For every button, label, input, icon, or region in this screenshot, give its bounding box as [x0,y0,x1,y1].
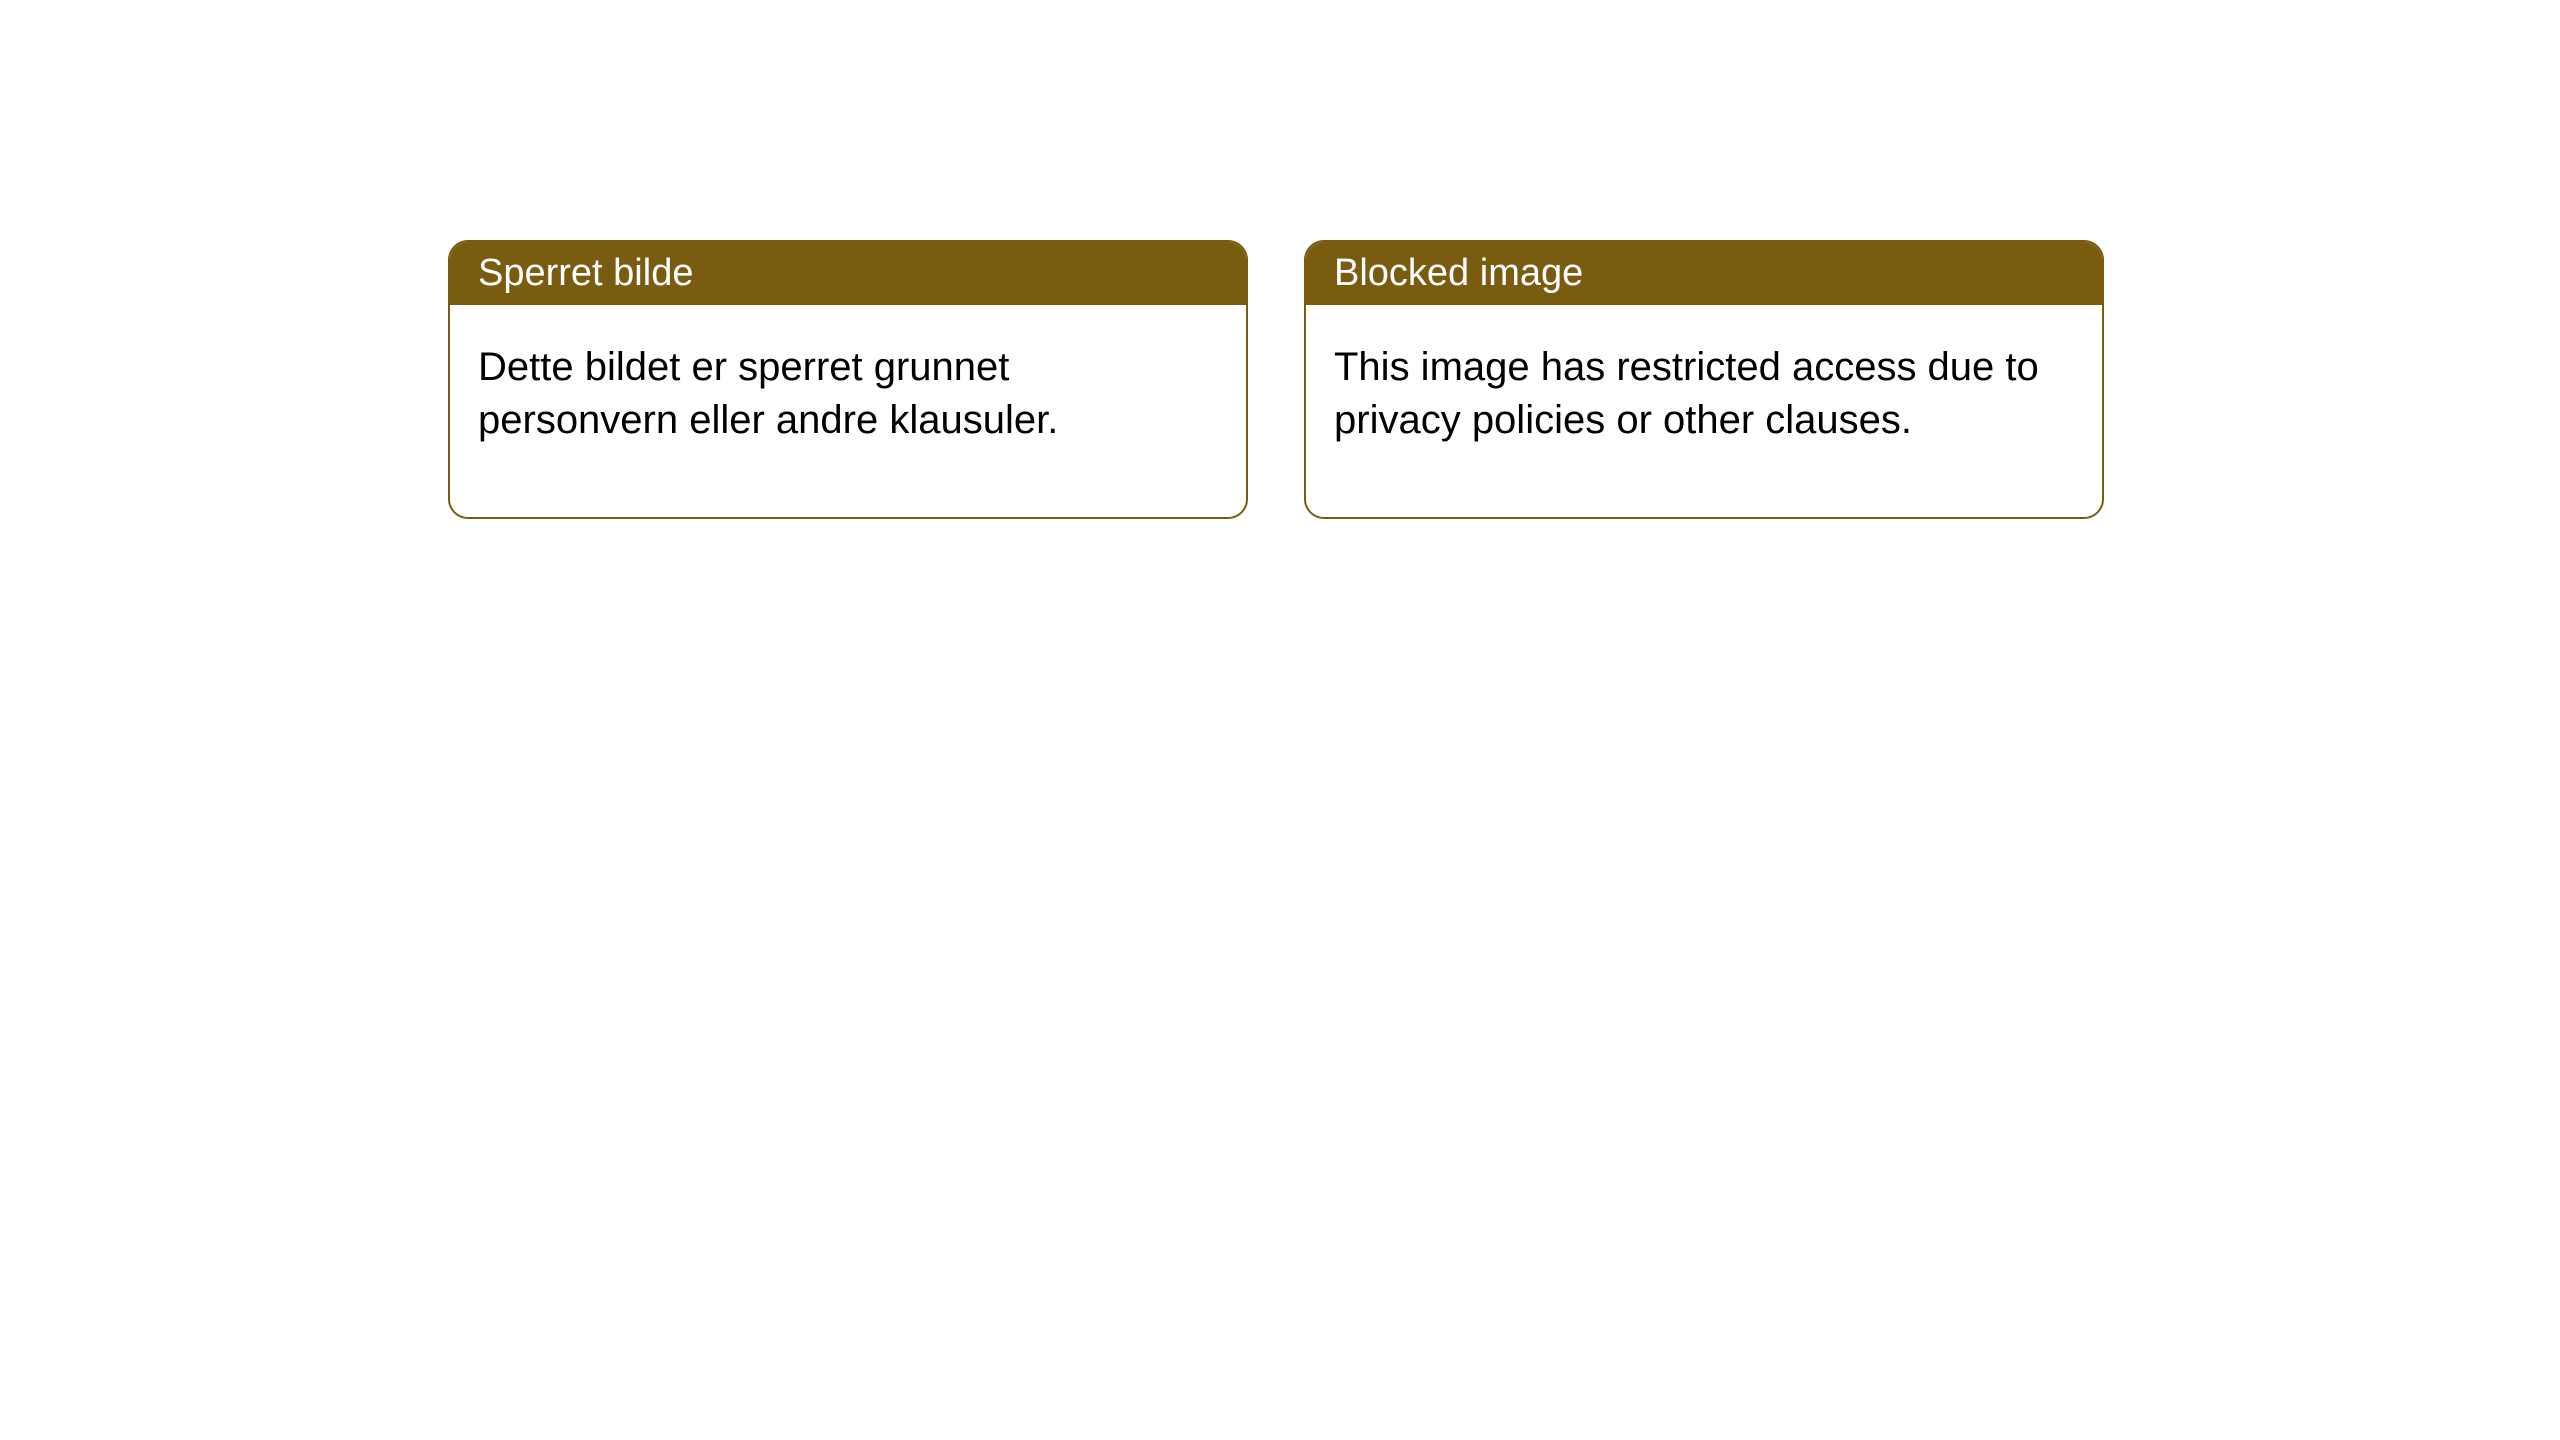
card-body: This image has restricted access due to … [1306,305,2102,517]
card-title: Blocked image [1334,252,1583,294]
card-body: Dette bildet er sperret grunnet personve… [450,305,1246,517]
card-title: Sperret bilde [478,252,693,294]
notice-card-norwegian: Sperret bilde Dette bildet er sperret gr… [448,240,1248,519]
card-header: Sperret bilde [450,242,1246,305]
notice-cards-container: Sperret bilde Dette bildet er sperret gr… [448,240,2104,519]
card-header: Blocked image [1306,242,2102,305]
card-body-text: Dette bildet er sperret grunnet personve… [478,345,1058,442]
notice-card-english: Blocked image This image has restricted … [1304,240,2104,519]
card-body-text: This image has restricted access due to … [1334,345,2039,442]
